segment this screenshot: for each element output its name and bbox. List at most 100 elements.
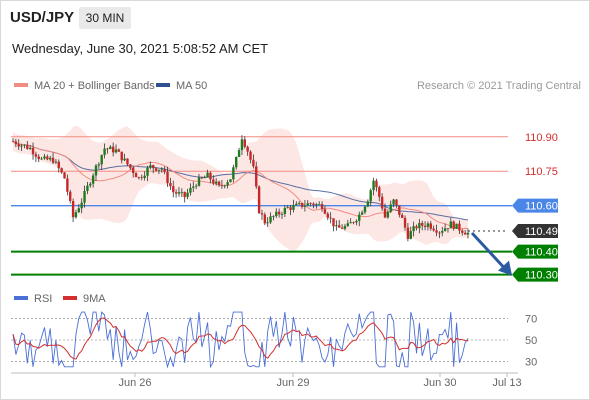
candle — [97, 162, 101, 169]
candle — [466, 228, 470, 239]
candle — [137, 176, 141, 180]
candle-body — [443, 228, 447, 232]
candle-body — [31, 147, 35, 155]
legend-rsi-ma: 9MA — [63, 293, 106, 305]
candle — [220, 179, 224, 189]
candle-body — [69, 191, 72, 202]
candles-layer — [11, 135, 470, 242]
candle-body — [349, 222, 352, 224]
candle-body — [355, 220, 358, 223]
candle — [280, 211, 284, 220]
candle — [380, 193, 384, 211]
forecast-arrow-line — [470, 231, 506, 269]
candle-body — [206, 172, 209, 178]
candle-body — [63, 172, 66, 179]
candle — [206, 169, 209, 178]
candle — [317, 201, 321, 205]
candle-body — [97, 164, 101, 166]
candle-body — [163, 169, 166, 172]
forecast-arrow-head — [498, 260, 512, 276]
candle-body — [157, 169, 161, 171]
candle-body — [57, 161, 60, 169]
candle — [441, 226, 444, 237]
level-label-110-60: 110.60 — [525, 201, 558, 213]
candle — [212, 175, 215, 186]
timeframe-button[interactable]: 30 MIN — [79, 7, 131, 29]
candle-body — [289, 207, 292, 210]
candle — [69, 189, 72, 204]
candle-body — [189, 187, 192, 193]
candle — [389, 200, 392, 213]
candle — [355, 219, 358, 226]
candle — [372, 177, 375, 196]
candle — [77, 204, 81, 213]
candle — [257, 185, 261, 214]
legend-rsi-ma-swatch — [63, 296, 77, 301]
candle — [326, 211, 329, 221]
candle — [134, 172, 138, 178]
candle-body — [46, 156, 49, 160]
candle — [249, 150, 252, 164]
candle-body — [423, 225, 427, 227]
candle-body — [403, 217, 407, 228]
candle-body — [60, 168, 63, 173]
bollinger-band-fill — [13, 125, 468, 251]
candle — [20, 143, 23, 152]
candle — [378, 185, 381, 202]
candle — [60, 167, 63, 174]
candle-body — [346, 223, 350, 227]
candle-body — [312, 203, 315, 206]
candle — [46, 154, 49, 161]
candle — [40, 156, 43, 160]
candle — [297, 201, 301, 206]
candle-body — [335, 225, 338, 227]
candle-body — [203, 177, 206, 179]
rsi-ma-line — [12, 317, 469, 360]
candle-body — [143, 175, 146, 178]
candle-body — [340, 227, 344, 229]
candle — [74, 209, 78, 219]
legend-rsi-label: RSI — [34, 293, 53, 305]
candle-body — [226, 182, 229, 186]
candle-body — [80, 202, 83, 209]
candle — [54, 158, 58, 164]
candle-body — [120, 151, 123, 161]
rsi-tick-label-50: 50 — [525, 335, 537, 347]
candle-body — [197, 177, 201, 186]
candle-body — [243, 139, 246, 147]
candle — [246, 145, 249, 156]
candle-body — [372, 180, 375, 191]
candle — [252, 154, 255, 169]
symbol-title: USD/JPY — [10, 9, 75, 26]
candle — [266, 217, 269, 227]
level-labels-layer: 110.90 110.75 110.60 110.49 110.40 110.30 — [512, 132, 558, 282]
candle-body — [412, 226, 415, 232]
candle-body — [237, 150, 241, 157]
candle — [366, 199, 370, 208]
candle — [80, 198, 83, 214]
candle-body — [91, 175, 95, 184]
candle — [154, 167, 158, 172]
candle — [217, 180, 221, 188]
candle-body — [297, 203, 301, 204]
rsi-tick-label-30: 30 — [525, 356, 537, 368]
candle — [346, 219, 350, 227]
candle — [240, 135, 244, 156]
candle-body — [172, 186, 175, 193]
candle-body — [66, 178, 69, 192]
legend-ma50-label: MA 50 — [176, 80, 208, 92]
candle — [91, 173, 95, 188]
candle-body — [383, 208, 387, 218]
candle — [306, 200, 309, 206]
ma20-line — [12, 140, 469, 230]
candle-body — [223, 185, 226, 187]
level-label-110-40: 110.40 — [525, 247, 558, 259]
candle-body — [40, 158, 43, 160]
candle-body — [217, 181, 221, 186]
candle-body — [111, 146, 115, 153]
candle-body — [389, 204, 392, 212]
candle — [289, 205, 292, 216]
candle — [461, 229, 464, 236]
moving-average-layer — [12, 140, 469, 230]
x-tick-label: Jul 13 — [492, 377, 521, 389]
